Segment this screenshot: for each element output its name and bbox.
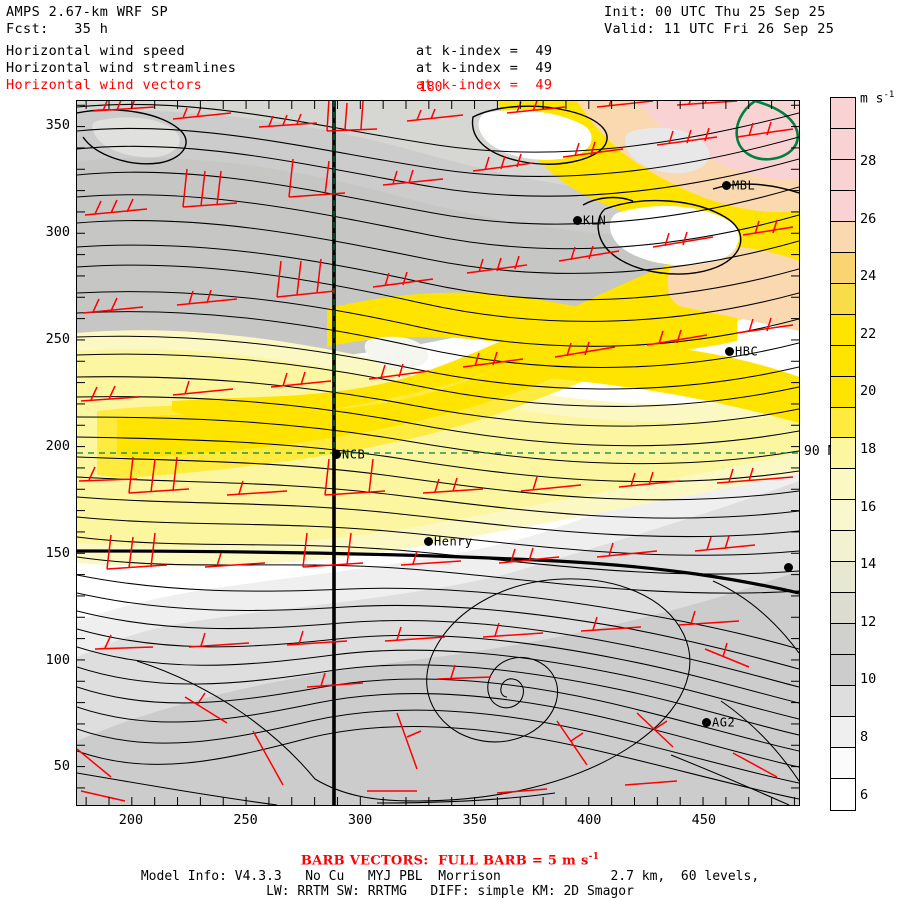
model-info-line-2: LW: RRTM SW: RRTMG DIFF: simple KM: 2D S… <box>266 884 634 899</box>
x-axis-tick-label: 450 <box>691 812 716 828</box>
y-axis-tick-label: 50 <box>53 758 70 775</box>
barb-note-text: BARB VECTORS: FULL BARB = 5 m s <box>300 853 589 869</box>
colorbar-cell <box>831 98 855 129</box>
model-info-line-1: Model Info: V4.3.3 No Cu MYJ PBL Morriso… <box>140 869 760 884</box>
wind-barbs <box>77 101 794 802</box>
model-title: AMPS 2.67-km WRF SP <box>6 4 169 20</box>
station-marker-ag2[interactable]: AG2 <box>702 715 735 730</box>
x-axis-tick-label: 200 <box>118 812 144 828</box>
k-index-wind-streamlines: at k-index = 49 <box>416 60 553 76</box>
axis-tick-marks <box>77 101 799 805</box>
colorbar-tick-label: 28 <box>860 153 877 169</box>
colorbar-cell <box>831 252 855 284</box>
colorbar-cell <box>831 748 855 779</box>
colorbar-cell <box>831 593 855 625</box>
station-dot <box>784 563 793 572</box>
colorbar-tick-label: 20 <box>860 383 877 400</box>
colorbar-unit-text: m s <box>860 91 884 107</box>
plot-canvas <box>77 101 799 805</box>
station-dot <box>332 450 341 459</box>
station-marker-unlabeled[interactable] <box>784 560 794 574</box>
colorbar-cell <box>831 778 855 810</box>
colorbar-cell <box>831 376 855 408</box>
colorbar-cell <box>831 624 855 656</box>
barb-note-exponent: -1 <box>588 852 600 862</box>
colorbar-cell <box>831 500 855 532</box>
colorbar-cell <box>831 345 855 377</box>
x-axis-tick-label: 400 <box>577 812 602 828</box>
station-label: NCB <box>342 447 366 462</box>
colorbar-cell <box>831 314 855 346</box>
colorbar-tick-label: 22 <box>860 325 877 342</box>
y-axis-tick-label: 350 <box>45 116 70 133</box>
y-axis-tick-label: 100 <box>45 651 70 668</box>
colorbar-unit: m s-1 <box>860 90 894 106</box>
colorbar-cell <box>831 531 855 563</box>
green-contour <box>735 101 799 161</box>
station-label: HBC <box>735 344 759 359</box>
y-axis-tick-label: 200 <box>45 437 70 454</box>
station-marker-hbc[interactable]: HBC <box>725 344 758 359</box>
station-label: KLN <box>583 213 607 228</box>
colorbar-tick-label: 12 <box>860 613 877 630</box>
latitude-line-90n <box>77 549 799 595</box>
barb-vector-note: BARB VECTORS: FULL BARB = 5 m s-1 <box>0 852 900 868</box>
colorbar-tick-label: 6 <box>860 786 869 803</box>
colorbar[interactable] <box>830 97 856 811</box>
colorbar-cell <box>831 562 855 594</box>
station-label: MBL <box>732 178 756 193</box>
field-label-wind-streamlines: Horizontal wind streamlines <box>6 60 237 76</box>
colorbar-cell <box>831 686 855 718</box>
x-axis-tick-label: 350 <box>462 812 487 828</box>
colorbar-cell <box>831 221 855 253</box>
station-dot <box>702 718 711 727</box>
colorbar-tick-label: 14 <box>860 556 877 573</box>
colorbar-unit-exponent: -1 <box>883 90 895 100</box>
colorbar-tick-label: 16 <box>860 498 877 515</box>
valid-time: Valid: 11 UTC Fri 26 Sep 25 <box>604 21 835 37</box>
colorbar-tick-label: 26 <box>860 210 877 227</box>
x-axis-tick-label: 300 <box>347 812 373 828</box>
y-axis-tick-label: 250 <box>45 330 70 347</box>
colorbar-cell <box>831 159 855 191</box>
colorbar-tick-label: 8 <box>860 729 869 745</box>
k-index-wind-speed: at k-index = 49 <box>416 43 553 59</box>
init-time: Init: 00 UTC Thu 25 Sep 25 <box>604 4 826 20</box>
streamlines <box>77 103 799 805</box>
lon-label-180: 180 <box>419 80 443 95</box>
colorbar-tick-label: 18 <box>860 441 877 457</box>
colorbar-cell <box>831 717 855 749</box>
y-axis-tick-label: 300 <box>45 223 70 240</box>
colorbar-cell <box>831 438 855 470</box>
y-axis: 350 300 250 200 150 100 50 <box>18 0 70 900</box>
x-axis-tick-label: 250 <box>233 812 258 828</box>
colorbar-cell <box>831 407 855 439</box>
station-marker-kln[interactable]: KLN <box>573 213 606 228</box>
colorbar-tick-label: 10 <box>860 671 877 688</box>
station-marker-mbl[interactable]: MBL <box>722 178 755 193</box>
colorbar-tick-label: 24 <box>860 268 877 285</box>
wind-speed-shading <box>77 101 799 805</box>
y-axis-tick-label: 150 <box>45 544 70 561</box>
wind-field-plot[interactable]: MBL KLN HBC NCB Henry AG2 <box>76 100 800 806</box>
colorbar-cell <box>831 469 855 501</box>
field-label-wind-speed: Horizontal wind speed <box>6 43 186 59</box>
colorbar-cell <box>831 283 855 315</box>
station-marker-henry[interactable]: Henry <box>424 534 473 549</box>
forecast-hour: Fcst: 35 h <box>6 21 109 37</box>
station-dot <box>424 537 433 546</box>
station-label: AG2 <box>712 715 736 730</box>
k-index-wind-vectors: at k-index = 49 <box>416 77 553 93</box>
colorbar-cell <box>831 190 855 222</box>
station-dot <box>722 181 731 190</box>
station-dot <box>725 347 734 356</box>
station-dot <box>573 216 582 225</box>
field-label-wind-vectors: Horizontal wind vectors <box>6 77 203 93</box>
colorbar-cell <box>831 655 855 687</box>
station-marker-ncb[interactable]: NCB <box>332 447 365 462</box>
colorbar-cell <box>831 128 855 160</box>
station-label: Henry <box>434 534 473 549</box>
